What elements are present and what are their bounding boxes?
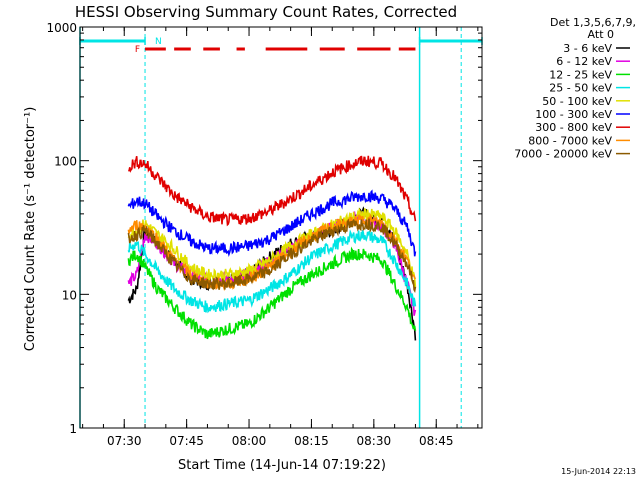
night-label: N bbox=[155, 37, 162, 47]
x-tick-label: 08:00 bbox=[232, 434, 267, 448]
chart-title: HESSI Observing Summary Count Rates, Cor… bbox=[75, 3, 457, 21]
series-line-7 bbox=[128, 155, 417, 227]
x-tick-label: 07:30 bbox=[107, 434, 142, 448]
series-line-5 bbox=[127, 207, 417, 288]
series-line-6 bbox=[127, 189, 417, 258]
legend-label: 3 - 6 keV bbox=[563, 42, 612, 55]
legend-label: 7000 - 20000 keV bbox=[514, 148, 612, 161]
y-tick-label: 1 bbox=[69, 422, 77, 436]
y-tick-label: 10 bbox=[62, 288, 77, 302]
legend-title: Att 0 bbox=[588, 28, 614, 41]
x-tick-label: 08:15 bbox=[294, 434, 329, 448]
x-tick-label: 08:45 bbox=[419, 434, 454, 448]
legend-label: 300 - 800 keV bbox=[535, 121, 612, 134]
y-tick-label: 1000 bbox=[46, 21, 77, 35]
series-line-9 bbox=[127, 218, 417, 294]
y-axis-label: Corrected Count Rate (s⁻¹ detector⁻¹) bbox=[23, 107, 38, 352]
legend-label: 800 - 7000 keV bbox=[528, 134, 612, 147]
footer-date: 15-Jun-2014 22:13 bbox=[561, 467, 636, 476]
legend-label: 12 - 25 keV bbox=[549, 68, 612, 81]
y-tick-label: 100 bbox=[54, 155, 77, 169]
series-line-3 bbox=[127, 246, 417, 340]
series-line-4 bbox=[127, 229, 417, 314]
plot-frame bbox=[79, 26, 483, 429]
legend-label: 6 - 12 keV bbox=[556, 55, 612, 68]
flare-label: F bbox=[135, 45, 140, 55]
plot-area: NF bbox=[79, 27, 483, 428]
axes: 1 10 100 1000 07:30 07:45 08:00 08:15 08:30 08:45 bbox=[46, 21, 483, 448]
x-tick-label: 08:30 bbox=[357, 434, 392, 448]
legend-title: Det 1,3,5,6,7,9, bbox=[550, 16, 636, 29]
legend-label: 100 - 300 keV bbox=[535, 108, 612, 121]
x-axis-label: Start Time (14-Jun-14 07:19:22) bbox=[178, 458, 386, 473]
x-tick-label: 07:45 bbox=[169, 434, 204, 448]
legend-label: 25 - 50 keV bbox=[549, 82, 612, 95]
legend-label: 50 - 100 keV bbox=[542, 95, 612, 108]
